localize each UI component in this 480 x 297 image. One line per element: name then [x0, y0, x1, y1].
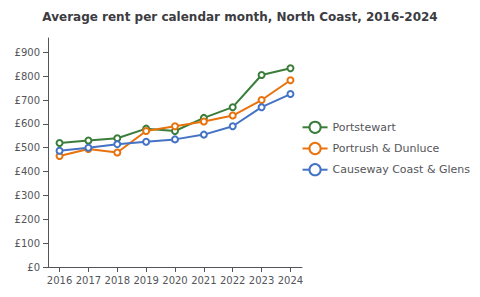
- svg-text:£200: £200: [15, 214, 40, 225]
- svg-text:2019: 2019: [133, 275, 158, 286]
- svg-text:2022: 2022: [220, 275, 245, 286]
- svg-text:2020: 2020: [162, 275, 187, 286]
- svg-text:£400: £400: [15, 166, 40, 177]
- svg-text:£300: £300: [15, 190, 40, 201]
- svg-text:Portstewart: Portstewart: [333, 121, 397, 134]
- svg-text:£900: £900: [15, 47, 40, 58]
- svg-text:£500: £500: [15, 142, 40, 153]
- svg-text:£800: £800: [15, 71, 40, 82]
- svg-text:Average rent per calendar mont: Average rent per calendar month, North C…: [42, 10, 437, 24]
- svg-text:Portrush & Dunluce: Portrush & Dunluce: [333, 142, 440, 155]
- svg-text:2017: 2017: [76, 275, 101, 286]
- svg-text:£600: £600: [15, 118, 40, 129]
- svg-text:2021: 2021: [191, 275, 216, 286]
- svg-text:2024: 2024: [278, 275, 303, 286]
- svg-text:£100: £100: [15, 238, 40, 249]
- svg-text:2016: 2016: [47, 275, 72, 286]
- svg-text:2023: 2023: [249, 275, 274, 286]
- svg-text:£0: £0: [27, 262, 40, 273]
- svg-text:Causeway Coast & Glens: Causeway Coast & Glens: [333, 163, 471, 176]
- svg-text:£700: £700: [15, 95, 40, 106]
- svg-text:2018: 2018: [105, 275, 130, 286]
